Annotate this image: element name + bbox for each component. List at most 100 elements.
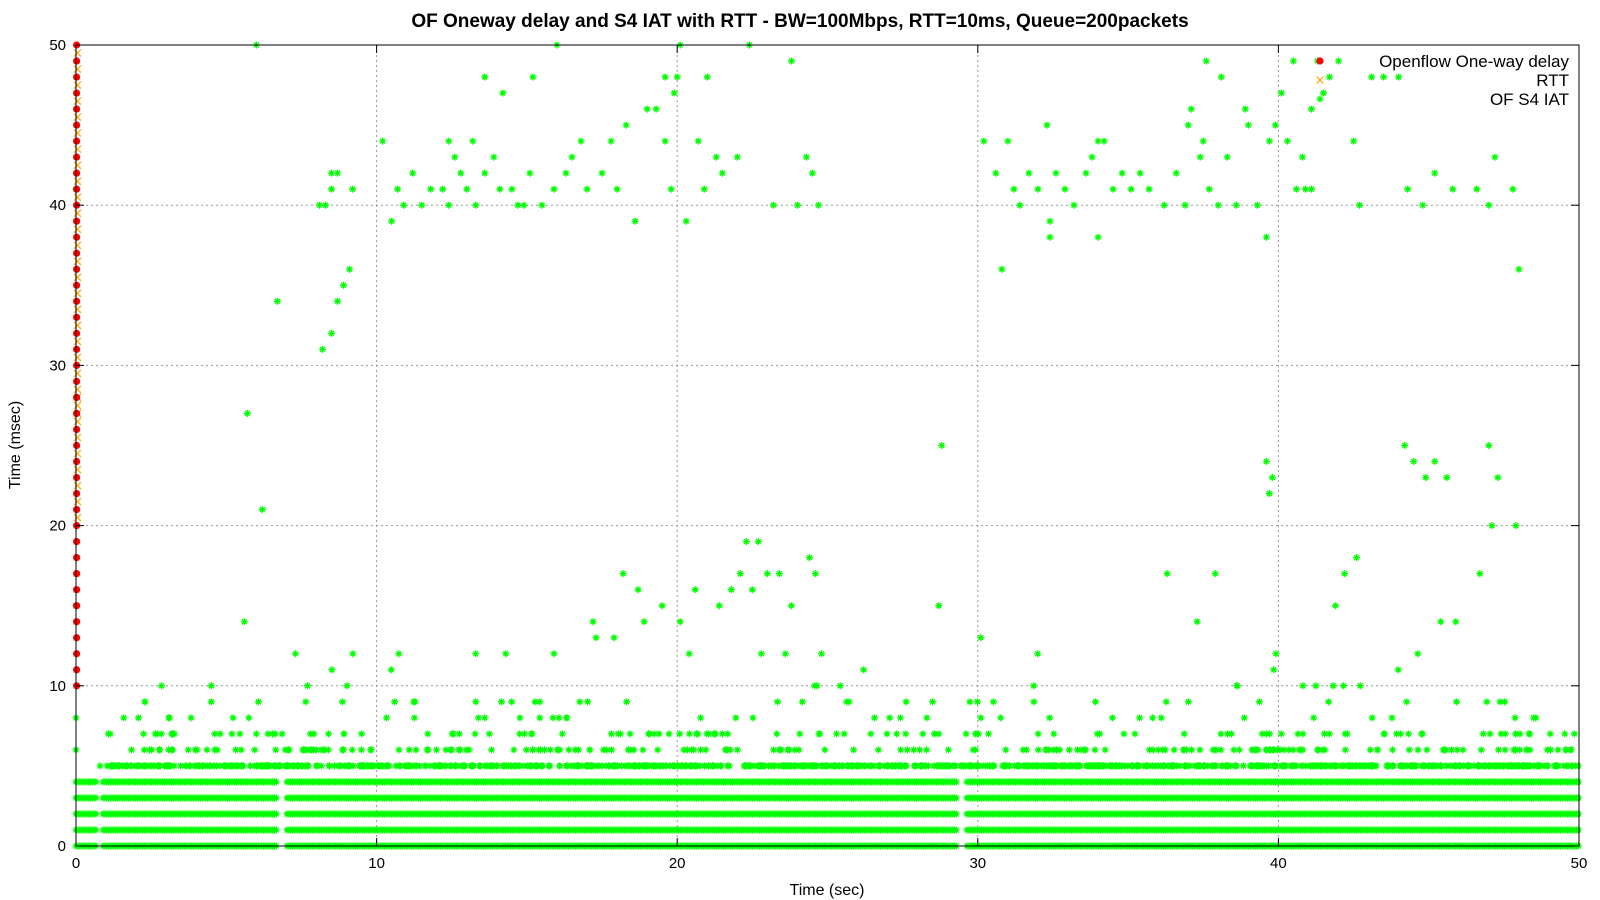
data-point (502, 650, 510, 658)
data-point (902, 730, 910, 738)
data-point (520, 762, 528, 770)
data-point (535, 746, 543, 754)
data-point (1439, 746, 1447, 754)
data-point (1574, 826, 1582, 834)
data-point (396, 762, 404, 770)
data-point (1030, 682, 1038, 690)
data-point (1310, 714, 1318, 722)
data-point (1034, 746, 1042, 754)
data-point (578, 762, 586, 770)
data-point (1325, 698, 1333, 706)
data-point (556, 746, 564, 754)
data-point (558, 730, 566, 738)
data-point (481, 714, 489, 722)
data-point (874, 762, 882, 770)
data-point (1530, 714, 1538, 722)
data-point (1516, 746, 1524, 754)
data-point (650, 730, 658, 738)
data-point (1227, 730, 1235, 738)
data-point (565, 746, 573, 754)
data-point (1145, 746, 1153, 754)
data-point (272, 826, 280, 834)
data-point (916, 746, 924, 754)
data-point (966, 698, 974, 706)
data-point (411, 698, 419, 706)
data-point (923, 714, 931, 722)
data-point (134, 714, 142, 722)
series-of-s4-iat (72, 41, 1582, 850)
data-point (1526, 730, 1534, 738)
data-point (630, 746, 638, 754)
data-point (1184, 698, 1192, 706)
data-point (773, 730, 781, 738)
data-point (546, 762, 554, 770)
data-point (1554, 746, 1562, 754)
data-point (383, 714, 391, 722)
data-point (1453, 698, 1461, 706)
data-point (1325, 730, 1333, 738)
data-point (312, 762, 320, 770)
data-point (1495, 746, 1503, 754)
data-point (328, 666, 336, 674)
data-point (272, 794, 280, 802)
data-point (952, 810, 960, 818)
data-point (603, 746, 611, 754)
data-point (646, 730, 654, 738)
data-point (871, 714, 879, 722)
data-point (1574, 794, 1582, 802)
data-point (92, 778, 100, 786)
data-point (549, 714, 557, 722)
data-point (1262, 746, 1270, 754)
data-point (1077, 746, 1085, 754)
data-point (1459, 746, 1467, 754)
data-point (1188, 746, 1196, 754)
data-point (229, 714, 237, 722)
data-point (1120, 730, 1128, 738)
data-point (723, 762, 731, 770)
data-point (412, 746, 420, 754)
data-point (796, 730, 804, 738)
data-point (571, 746, 579, 754)
data-point (697, 746, 705, 754)
data-point (216, 730, 224, 738)
data-point (1270, 666, 1278, 674)
data-point (1217, 730, 1225, 738)
data-point (962, 730, 970, 738)
data-point (1067, 762, 1075, 770)
data-point (665, 730, 673, 738)
data-point (1329, 682, 1337, 690)
data-point (1414, 650, 1422, 658)
data-point (447, 762, 455, 770)
data-point (839, 762, 847, 770)
data-point (973, 698, 981, 706)
data-point (1483, 698, 1491, 706)
data-point (1230, 746, 1238, 754)
data-point (1223, 730, 1231, 738)
data-point (952, 826, 960, 834)
data-point (770, 746, 778, 754)
data-point (623, 698, 631, 706)
data-point (1186, 762, 1194, 770)
data-point (655, 730, 663, 738)
data-point (168, 746, 176, 754)
data-point (874, 746, 882, 754)
data-point (475, 714, 483, 722)
data-point (701, 762, 709, 770)
data-point (1002, 746, 1010, 754)
data-point (1239, 762, 1247, 770)
data-point (813, 682, 821, 690)
data-point (733, 746, 741, 754)
data-point (1019, 746, 1027, 754)
data-point (1149, 714, 1157, 722)
data-point (1050, 730, 1058, 738)
data-point (1258, 730, 1266, 738)
data-point (521, 730, 529, 738)
data-point (610, 762, 618, 770)
data-point (883, 730, 891, 738)
data-point (516, 714, 524, 722)
data-point (1389, 746, 1397, 754)
chart-title: OF Oneway delay and S4 IAT with RTT - BW… (411, 11, 1188, 32)
data-point (392, 762, 400, 770)
